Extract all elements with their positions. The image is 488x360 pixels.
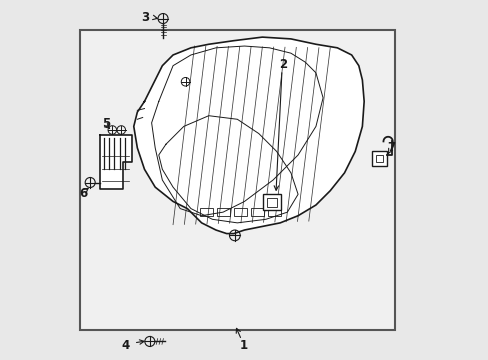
Text: 7: 7 (386, 141, 394, 154)
Bar (251, 208, 264, 216)
Polygon shape (100, 135, 132, 189)
Bar (372, 152, 386, 166)
Text: 6: 6 (79, 187, 87, 200)
FancyBboxPatch shape (80, 30, 394, 330)
Polygon shape (134, 37, 364, 234)
Bar (268, 208, 281, 216)
Text: 4: 4 (121, 338, 129, 351)
Bar (263, 194, 281, 210)
Bar (200, 208, 212, 216)
Text: 2: 2 (279, 58, 286, 72)
Bar (267, 198, 277, 207)
Bar (234, 208, 246, 216)
Text: 3: 3 (141, 11, 149, 24)
Text: 5: 5 (102, 117, 110, 130)
Text: 1: 1 (239, 338, 247, 351)
Bar (217, 208, 229, 216)
Bar (375, 155, 383, 162)
